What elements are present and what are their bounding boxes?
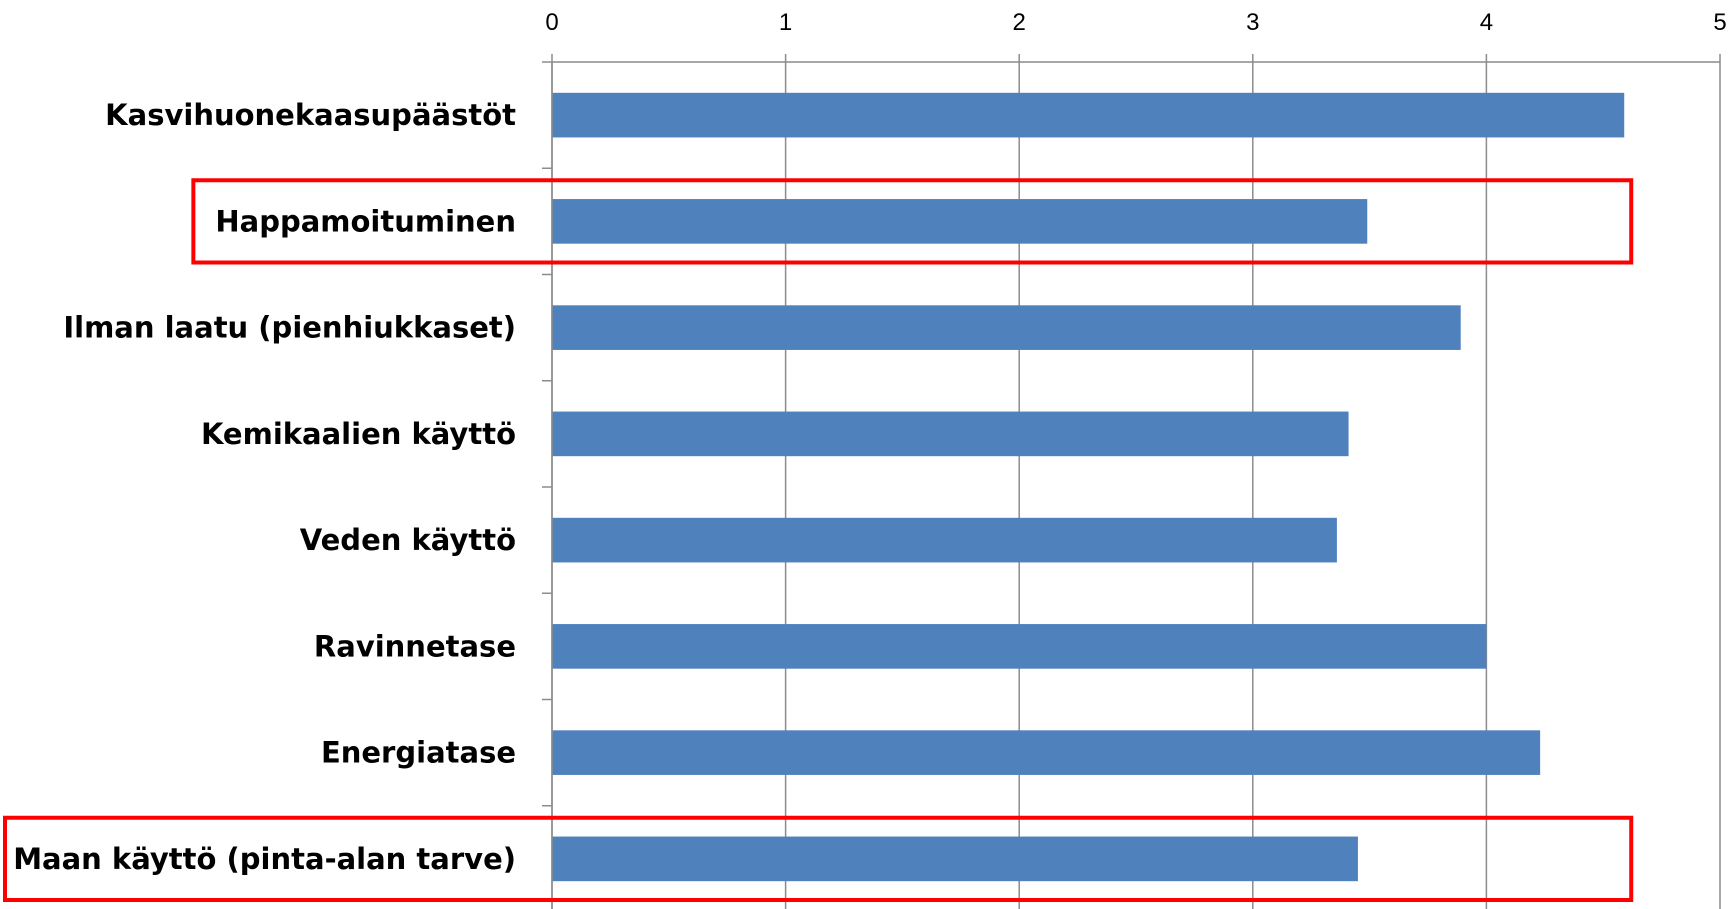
highlight-box xyxy=(3,815,1634,902)
bar xyxy=(552,92,1625,138)
x-tick-label: 3 xyxy=(1246,9,1259,36)
category-label: Kasvihuonekaasupäästöt xyxy=(105,98,516,132)
category-label: Energiatase xyxy=(321,736,516,770)
highlight-boxes xyxy=(3,178,1634,902)
bar xyxy=(552,836,1358,882)
x-tick-label: 0 xyxy=(545,9,558,36)
bar xyxy=(552,730,1541,775)
x-tick-label: 4 xyxy=(1480,9,1493,36)
category-label: Happamoituminen xyxy=(215,204,516,238)
category-label: Veden käyttö xyxy=(300,523,516,557)
bar xyxy=(552,199,1368,244)
bars xyxy=(552,92,1625,882)
x-tick-label: 2 xyxy=(1013,9,1026,36)
x-tick-label: 5 xyxy=(1713,9,1726,36)
bar xyxy=(552,517,1337,563)
bar xyxy=(552,624,1487,669)
x-tick-label: 1 xyxy=(779,9,792,36)
category-label: Ravinnetase xyxy=(314,629,516,663)
category-axis: Kasvihuonekaasupäästöt Happamoituminen Ilm… xyxy=(13,61,553,909)
gridlines xyxy=(551,62,1721,909)
category-label: Ilman laatu (pienhiukkaset) xyxy=(63,311,516,345)
category-label: Maan käyttö (pinta-alan tarve) xyxy=(13,842,516,876)
highlight-box xyxy=(191,178,1634,265)
value-axis: 0 1 2 3 4 5 xyxy=(545,9,1727,63)
bar xyxy=(552,411,1349,457)
category-label: Kemikaalien käyttö xyxy=(201,417,516,451)
bar xyxy=(552,305,1461,350)
